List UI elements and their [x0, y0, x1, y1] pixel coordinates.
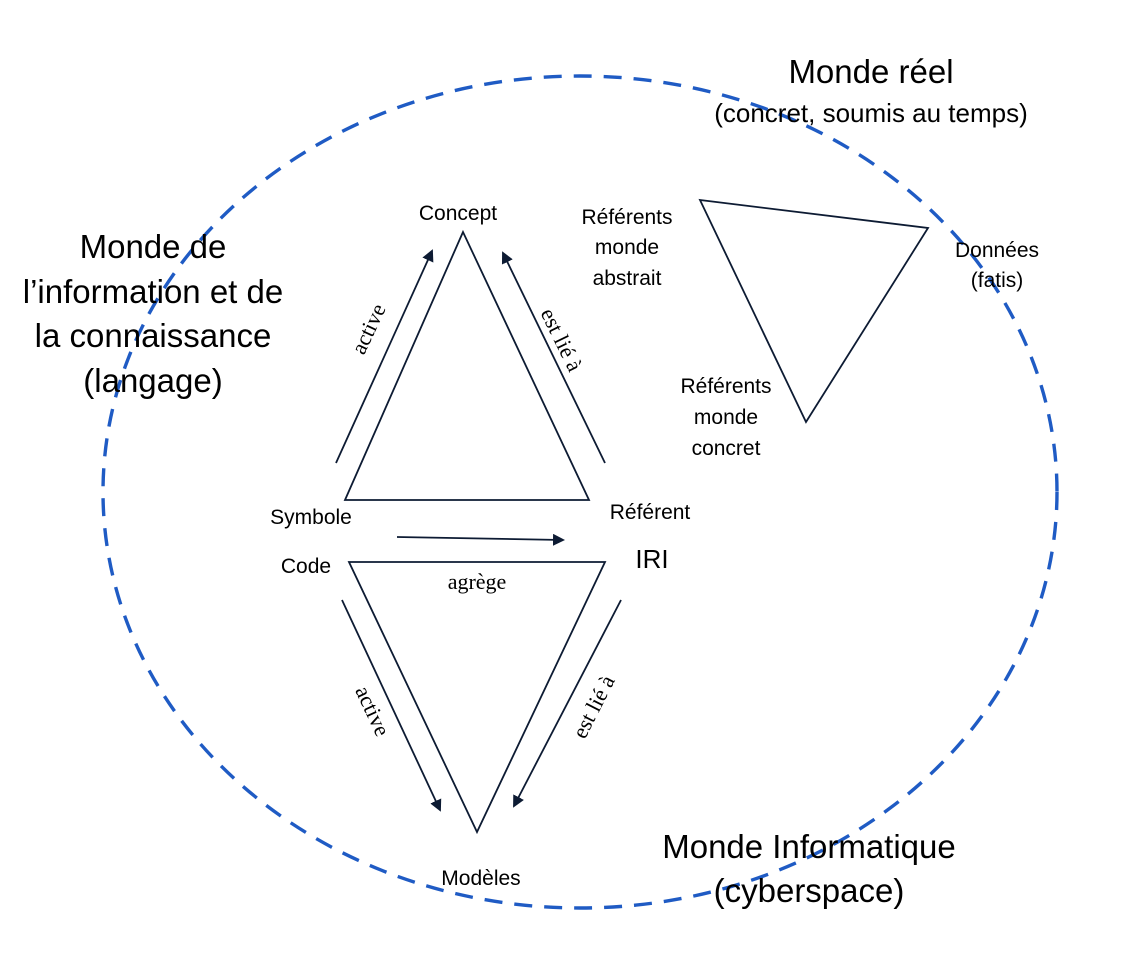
real-world-subtitle: (concret, soumis au temps) — [714, 98, 1028, 128]
computing-edge-agrege-label: agrège — [448, 569, 507, 594]
concrete-referents-line-2: monde — [694, 406, 758, 429]
symbole-label: Symbole — [270, 506, 352, 529]
semiotic-edge-active-label: active — [346, 300, 391, 358]
real-world-boundary — [101, 74, 1059, 910]
referents-triangle — [698, 198, 930, 424]
information-world-line-1: Monde de — [80, 228, 227, 265]
abstract-referents-line-3: abstrait — [593, 267, 662, 290]
concrete-referents-line-3: concret — [692, 437, 761, 460]
agrege-arrow — [396, 533, 565, 546]
computing-edge-est-lie-label: est lié à — [567, 671, 620, 742]
referent-label: Référent — [610, 501, 691, 524]
information-world-line-4: (langage) — [83, 362, 222, 399]
semiotic-edge-est-lie-label: est lié à — [536, 304, 588, 376]
real-world-title: Monde réel — [788, 53, 953, 90]
modeles-label: Modèles — [441, 867, 520, 890]
abstract-referents-line-1: Référents — [581, 206, 672, 229]
concept-label: Concept — [419, 202, 497, 225]
computing-triangle — [347, 561, 607, 835]
est-lie-arrow-up — [501, 251, 606, 464]
concrete-referents-line-1: Référents — [680, 375, 771, 398]
information-world-line-3: la connaissance — [35, 317, 272, 354]
data-line-1: Données — [955, 239, 1039, 262]
semiotic-triangle — [343, 229, 591, 501]
abstract-referents-line-2: monde — [595, 236, 659, 259]
information-world-line-2: l’information et de — [23, 273, 283, 310]
computing-world-subtitle: (cyberspace) — [714, 872, 905, 909]
data-line-2: (fatis) — [971, 269, 1024, 292]
active-arrow-up — [335, 249, 434, 464]
iri-label: IRI — [635, 544, 668, 574]
est-lie-arrow-down — [513, 599, 622, 808]
computing-edge-active-label: active — [350, 682, 395, 740]
computing-world-title: Monde Informatique — [662, 828, 956, 865]
active-arrow-down — [341, 599, 442, 812]
code-label: Code — [281, 555, 331, 578]
